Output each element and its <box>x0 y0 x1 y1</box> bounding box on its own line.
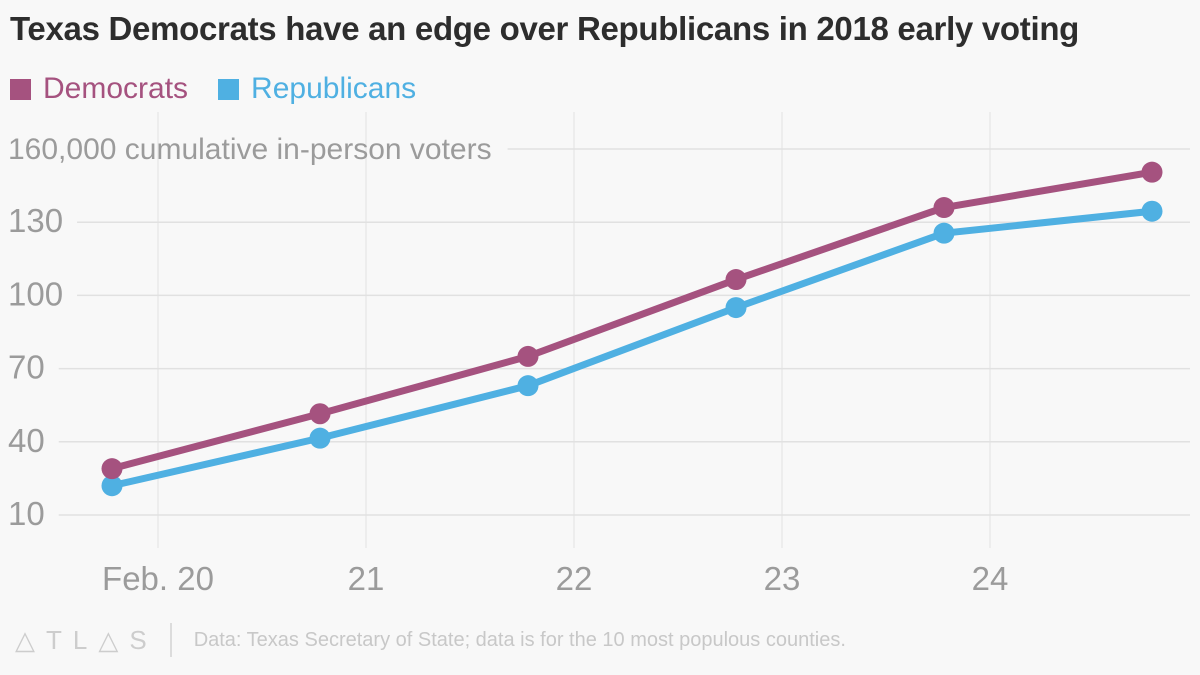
y-tick-label: 100 <box>8 275 63 312</box>
data-point-democrats <box>1141 161 1163 183</box>
data-point-democrats <box>933 197 955 219</box>
x-tick-label: 21 <box>348 560 385 597</box>
footer-divider <box>169 623 172 657</box>
y-tick-label: 10 <box>8 495 45 532</box>
series-line-democrats <box>108 168 1156 473</box>
data-point-republicans <box>933 222 955 244</box>
legend-swatch-republicans-icon <box>218 78 240 100</box>
x-tick-label: 22 <box>556 560 593 597</box>
series-line-republicans <box>108 207 1156 490</box>
data-point-democrats <box>517 345 539 367</box>
chart-title: Texas Democrats have an edge over Republ… <box>10 10 1080 47</box>
data-point-democrats <box>101 458 123 480</box>
x-tick-label: Feb. 20 <box>102 560 214 597</box>
data-point-republicans <box>101 475 123 497</box>
y-axis-unit-label: 160,000 cumulative in-person voters <box>8 133 492 166</box>
legend: Democrats Republicans <box>10 72 416 106</box>
legend-label-democrats: Democrats <box>43 72 189 105</box>
legend-item-democrats: Democrats <box>10 72 188 106</box>
data-point-republicans <box>1141 200 1163 222</box>
legend-item-republicans: Republicans <box>218 72 416 106</box>
legend-label-republicans: Republicans <box>251 72 417 105</box>
footer: △TL△S Data: Texas Secretary of State; da… <box>15 620 1185 660</box>
data-point-republicans <box>517 375 539 397</box>
y-tick-label: 40 <box>8 422 45 459</box>
footer-source-text: Data: Texas Secretary of State; data is … <box>193 628 846 651</box>
x-tick-label: 23 <box>764 560 801 597</box>
y-tick-label: 130 <box>8 202 63 239</box>
data-point-republicans <box>725 297 747 319</box>
atlas-logo: △TL△S <box>15 624 158 655</box>
data-point-democrats <box>725 269 747 291</box>
legend-swatch-democrats-icon <box>10 78 31 100</box>
x-tick-label: 24 <box>972 560 1009 597</box>
data-point-democrats <box>309 403 331 425</box>
data-point-republicans <box>309 427 331 449</box>
y-tick-label: 70 <box>8 349 45 386</box>
